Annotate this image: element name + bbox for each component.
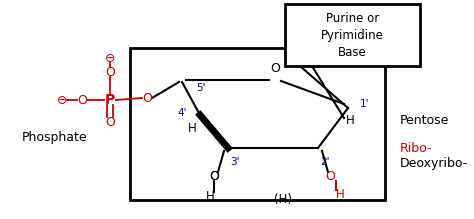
Text: O: O — [77, 94, 87, 106]
Text: O: O — [270, 62, 280, 75]
Text: ⊖: ⊖ — [105, 51, 115, 65]
Text: H: H — [336, 187, 345, 201]
Text: 1': 1' — [360, 99, 370, 109]
Text: O: O — [142, 92, 152, 104]
Text: ⊖: ⊖ — [57, 94, 67, 106]
Text: O: O — [105, 115, 115, 129]
Text: 5': 5' — [196, 83, 206, 93]
Bar — [285, 4, 420, 66]
Text: H: H — [188, 122, 196, 134]
Text: Pyrimidine: Pyrimidine — [321, 28, 384, 41]
Text: 4': 4' — [177, 108, 187, 118]
Text: O: O — [105, 65, 115, 78]
Text: Base: Base — [338, 46, 367, 58]
Text: Phosphate: Phosphate — [22, 131, 88, 145]
Text: Deoxyribo-: Deoxyribo- — [400, 157, 468, 170]
Text: H: H — [206, 189, 214, 203]
Text: Purine or: Purine or — [326, 12, 379, 25]
Text: O: O — [209, 170, 219, 182]
Text: Pentose: Pentose — [400, 113, 449, 127]
Text: H: H — [346, 113, 355, 127]
Text: 2': 2' — [320, 157, 329, 167]
Text: 3': 3' — [230, 157, 239, 167]
Text: Ribo-: Ribo- — [400, 141, 432, 154]
Text: O: O — [325, 170, 335, 182]
Text: (H): (H) — [274, 194, 292, 207]
Text: P: P — [105, 93, 115, 107]
Bar — [130, 48, 385, 200]
Text: O: O — [209, 170, 219, 182]
